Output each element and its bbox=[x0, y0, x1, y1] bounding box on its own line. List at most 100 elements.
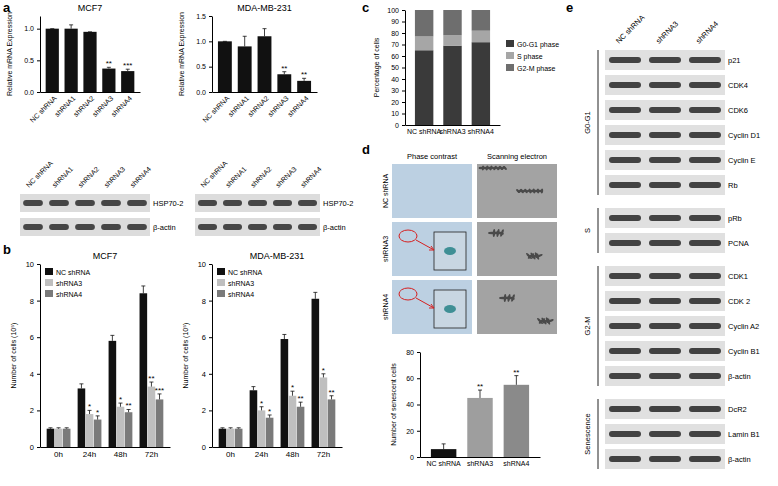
blot-background bbox=[605, 50, 725, 70]
axis-title: Number of senescent cells bbox=[390, 363, 397, 446]
y-axis: 0246810 bbox=[26, 260, 41, 452]
protein-label: HSP70-2 bbox=[153, 199, 183, 208]
bar bbox=[227, 429, 235, 447]
group-bracket bbox=[598, 266, 599, 386]
tick-label: 0h bbox=[54, 450, 63, 459]
significance: ** bbox=[281, 64, 287, 73]
significance: * bbox=[88, 402, 91, 411]
chart: MCF7Relative mRNA Expression*****0.00.51… bbox=[6, 3, 141, 124]
tick: 8 bbox=[30, 297, 40, 306]
legend-label: shRNA3 bbox=[56, 280, 82, 287]
tick-label: 60 bbox=[391, 53, 399, 60]
tick: 2 bbox=[202, 406, 212, 415]
tick-label: 0 bbox=[30, 443, 34, 452]
bar bbox=[504, 385, 529, 457]
blot-band bbox=[689, 431, 721, 437]
error-bar bbox=[263, 29, 267, 37]
blot-band bbox=[75, 200, 95, 206]
tick-label: 1.0 bbox=[196, 38, 206, 45]
tick-label: 2 bbox=[202, 406, 206, 415]
blot-band bbox=[689, 373, 721, 379]
tick-mark bbox=[37, 337, 40, 338]
tick: 0 bbox=[395, 122, 405, 129]
tick-label: 4 bbox=[202, 370, 206, 379]
protein-label: Cyclin A2 bbox=[728, 322, 759, 331]
tick-label: 72h bbox=[145, 450, 158, 459]
bar bbox=[258, 36, 272, 92]
blot-background bbox=[20, 218, 150, 236]
tick: 60 bbox=[391, 53, 405, 60]
inset bbox=[434, 290, 466, 328]
row-label: shRNA4 bbox=[382, 294, 389, 320]
tick-mark bbox=[417, 378, 420, 379]
panel-label: b bbox=[3, 242, 11, 257]
chart-title: MDA-MB-231 bbox=[250, 251, 305, 261]
tick-mark bbox=[417, 457, 420, 458]
tick: 4 bbox=[30, 370, 40, 379]
cell bbox=[500, 229, 505, 237]
tick-mark bbox=[209, 41, 212, 42]
bar bbox=[86, 414, 94, 447]
tick-mark bbox=[417, 431, 420, 432]
error-bar bbox=[50, 28, 54, 29]
tick-label: 60 bbox=[406, 375, 414, 382]
blot-band bbox=[273, 224, 292, 230]
error-bar bbox=[88, 31, 92, 32]
blot-band bbox=[609, 82, 641, 88]
blot-background bbox=[605, 150, 725, 170]
blot-band bbox=[649, 456, 681, 462]
error-bar bbox=[65, 427, 69, 429]
plot-texts: MDA-MB-231Relative mRNA Expression**** bbox=[178, 3, 307, 96]
group-bracket bbox=[598, 399, 599, 469]
blot-band bbox=[273, 200, 292, 206]
x-axis: 0h24h48h72h bbox=[41, 448, 171, 459]
tick: 20 bbox=[391, 99, 405, 106]
tick-label: 1.5 bbox=[196, 13, 206, 20]
bar bbox=[102, 69, 115, 92]
protein-label: β-actin bbox=[728, 372, 751, 381]
plot-marks bbox=[218, 29, 311, 92]
significance: * bbox=[268, 407, 271, 416]
tick-label: shRNA3 bbox=[467, 460, 493, 467]
blot-background bbox=[605, 291, 725, 311]
tick-mark bbox=[37, 374, 40, 375]
blot-band bbox=[689, 182, 721, 188]
tick-mark bbox=[37, 410, 40, 411]
axis-line bbox=[40, 265, 41, 448]
highlight-circle bbox=[399, 230, 417, 242]
axis-title: Number of cells (10⁵) bbox=[10, 323, 18, 389]
axis-title: Relative mRNA Expression bbox=[178, 12, 186, 96]
blot-band bbox=[127, 200, 147, 206]
bar bbox=[320, 377, 328, 447]
western-blot: NC shRNAshRNA1shRNA2shRNA3shRNA4HSP70-2β… bbox=[20, 159, 183, 236]
bar-segment bbox=[443, 10, 461, 35]
image-scanning-electron bbox=[477, 164, 557, 218]
blot-band bbox=[101, 200, 121, 206]
figure: abcdeMCF7Relative mRNA Expression*****0.… bbox=[0, 0, 778, 486]
bar bbox=[218, 41, 232, 92]
tick: NC shRNA bbox=[201, 94, 230, 123]
blot-band bbox=[248, 200, 267, 206]
blot-band bbox=[298, 224, 317, 230]
blot-background bbox=[605, 125, 725, 145]
blot-band bbox=[609, 182, 641, 188]
chart: Percentage of cells010203040506070809010… bbox=[373, 7, 559, 135]
lane-label: NC shRNA bbox=[25, 159, 54, 188]
tick-label: 24h bbox=[255, 450, 268, 459]
error-bar bbox=[282, 334, 286, 339]
error-bar bbox=[110, 335, 114, 340]
blot-band bbox=[49, 224, 69, 230]
highlight-circle bbox=[399, 288, 417, 300]
chart-title: MCF7 bbox=[93, 251, 118, 261]
legend-swatch bbox=[45, 290, 53, 297]
protein-label: CDK4 bbox=[728, 81, 748, 90]
group-label: G2-M bbox=[583, 317, 592, 336]
tick-mark bbox=[209, 447, 212, 448]
tick: 40 bbox=[391, 76, 405, 83]
blot-band bbox=[649, 348, 681, 354]
lane-label: shRNA3 bbox=[103, 165, 126, 188]
protein-label: Cyclin B1 bbox=[728, 347, 760, 356]
blot-band bbox=[689, 323, 721, 329]
error-bar bbox=[313, 292, 317, 298]
protein-label: Rb bbox=[728, 181, 738, 190]
